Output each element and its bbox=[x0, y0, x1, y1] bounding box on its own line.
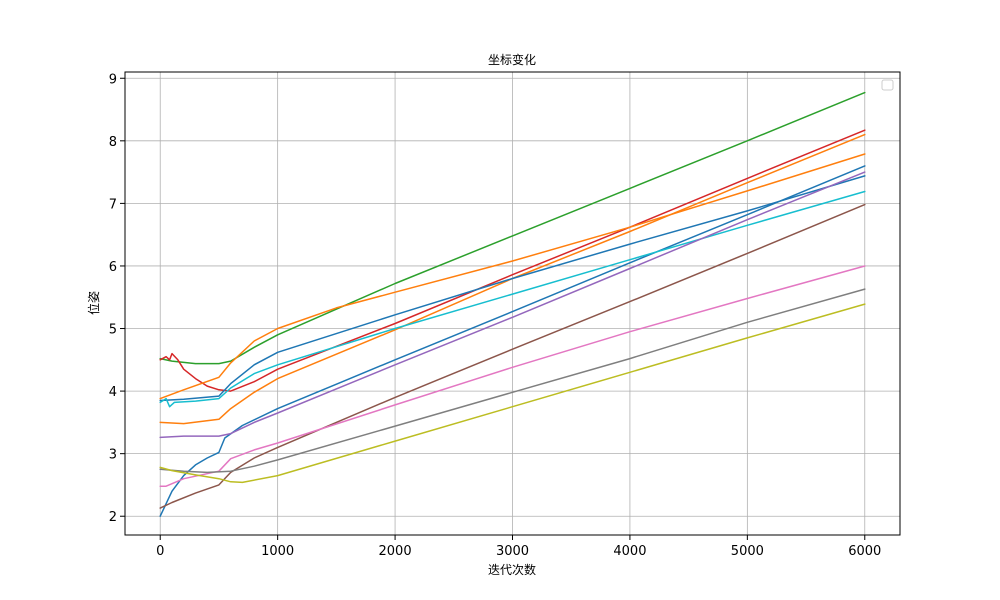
series-line-10 bbox=[159, 265, 866, 487]
x-axis-label: 迭代次数 bbox=[488, 562, 536, 577]
x-axis-ticks: 0 1000 2000 3000 4000 5000 6000 bbox=[156, 535, 881, 559]
y-tick-label: 6 bbox=[109, 260, 117, 275]
x-tick-label: 2000 bbox=[379, 544, 412, 559]
y-axis-label: 位姿 bbox=[86, 291, 101, 315]
y-tick-label: 3 bbox=[109, 448, 117, 463]
series-line-4 bbox=[159, 133, 866, 425]
series-line-7 bbox=[159, 190, 866, 408]
y-tick-label: 7 bbox=[109, 197, 117, 212]
y-axis-ticks: 2 3 4 5 6 7 8 9 bbox=[109, 72, 125, 525]
x-tick-label: 5000 bbox=[731, 544, 764, 559]
series-line-11 bbox=[159, 288, 866, 474]
series-line-1 bbox=[159, 91, 866, 365]
x-tick-label: 6000 bbox=[848, 544, 881, 559]
chart-title: 坐标变化 bbox=[488, 52, 536, 67]
y-tick-label: 5 bbox=[109, 323, 117, 338]
legend-box bbox=[881, 79, 894, 91]
series-line-3 bbox=[159, 153, 866, 400]
x-tick-label: 4000 bbox=[613, 544, 646, 559]
y-tick-label: 4 bbox=[109, 385, 117, 400]
x-tick-label: 3000 bbox=[496, 544, 529, 559]
y-tick-label: 2 bbox=[109, 510, 117, 525]
series-line-12 bbox=[159, 303, 866, 484]
series-line-2 bbox=[159, 129, 866, 392]
x-tick-label: 0 bbox=[156, 544, 164, 559]
series-line-5 bbox=[159, 175, 866, 402]
series-line-8 bbox=[159, 171, 866, 439]
y-tick-label: 9 bbox=[109, 72, 117, 87]
series-line-9 bbox=[159, 203, 866, 509]
series-layer bbox=[159, 91, 866, 517]
series-line-6 bbox=[159, 165, 866, 517]
x-tick-label: 1000 bbox=[261, 544, 294, 559]
y-tick-label: 8 bbox=[109, 135, 117, 150]
